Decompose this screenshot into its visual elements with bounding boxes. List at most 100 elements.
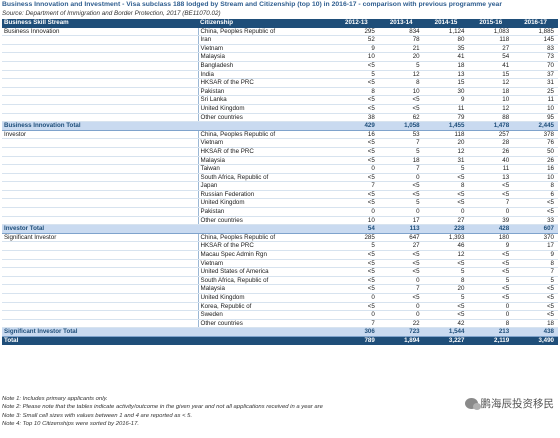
value-cell: <5 [423, 310, 469, 320]
note: Note 1: Includes primary applicants only… [2, 396, 108, 402]
value-cell: 145 [513, 35, 558, 45]
grand-total-value: 3,490 [513, 336, 558, 345]
value-cell: <5 [513, 293, 558, 303]
table-row: Vietnam <5 7 20 28 76 [2, 138, 558, 148]
table-row: South Africa, Republic of <5 0 8 5 5 [2, 276, 558, 286]
table-row: Vietnam <5 <5 <5 <5 8 [2, 259, 558, 269]
total-label: Investor Total [2, 224, 198, 234]
value-cell: 33 [513, 216, 558, 226]
citizenship-cell: China, Peoples Republic of [197, 130, 334, 140]
table-row: Malaysia <5 18 31 40 26 [2, 156, 558, 166]
column-header: 2015-16 [468, 19, 514, 28]
column-header: 2014-15 [423, 19, 469, 28]
value-cell: 88 [468, 113, 514, 123]
value-cell: 35 [423, 44, 469, 54]
value-cell: 8 [513, 259, 558, 269]
citizenship-cell: Other countries [197, 216, 334, 226]
table-row: South Africa, Republic of <5 0 <5 13 10 [2, 173, 558, 183]
value-cell: 9 [468, 241, 514, 252]
value-cell: 5 [378, 61, 424, 71]
column-header: 2012-13 [334, 19, 379, 28]
total-value: 306 [334, 327, 379, 337]
stream-cell [2, 78, 198, 88]
stream-cell [2, 52, 198, 62]
value-cell: 13 [468, 173, 514, 183]
table-row: Investor China, Peoples Republic of 16 53 11… [2, 130, 558, 140]
table-row: HKSAR of the PRC <5 5 12 26 50 [2, 147, 558, 157]
note: Note 4: Top 10 Citizenships were sorted … [2, 421, 139, 428]
value-cell: 27 [423, 216, 469, 226]
citizenship-cell: Malaysia [197, 156, 334, 166]
value-cell: 118 [468, 35, 514, 45]
value-cell: 8 [468, 319, 514, 329]
total-value: 429 [334, 121, 379, 131]
value-cell: <5 [468, 293, 514, 303]
value-cell: 20 [423, 138, 469, 148]
citizenship-cell: HKSAR of the PRC [197, 78, 334, 88]
value-cell: 1,885 [513, 27, 558, 37]
value-cell: 70 [513, 61, 558, 71]
value-cell: 5 [423, 164, 469, 174]
value-cell: 21 [378, 44, 424, 54]
value-cell: 8 [378, 78, 424, 88]
value-cell: 40 [468, 156, 514, 166]
citizenship-cell: Malaysia [197, 52, 334, 62]
value-cell: 5 [378, 198, 424, 209]
stream-cell [2, 173, 198, 183]
total-value: 1,544 [423, 327, 469, 337]
total-value: 54 [334, 224, 379, 234]
stream-cell [2, 164, 198, 174]
value-cell: 1,083 [468, 27, 514, 37]
citizenship-cell: United Kingdom [197, 293, 334, 303]
value-cell: 0 [378, 302, 424, 312]
stream-cell [2, 70, 198, 80]
value-cell: <5 [334, 61, 379, 71]
value-cell: <5 [334, 259, 379, 269]
total-value: 113 [378, 224, 424, 234]
column-header: Business Skill Stream [2, 19, 198, 28]
source-line: Source: Department of Immigration and Bo… [2, 10, 221, 17]
stream-cell [2, 113, 198, 123]
value-cell: 10 [513, 104, 558, 114]
stream-cell [2, 61, 198, 71]
value-cell: 73 [513, 52, 558, 62]
value-cell: <5 [334, 190, 379, 200]
value-cell: 31 [423, 156, 469, 166]
value-cell: 54 [468, 52, 514, 62]
value-cell: <5 [378, 181, 424, 191]
value-cell: 12 [423, 147, 469, 157]
watermark-text: 鹏海辰投资移民 [480, 398, 555, 410]
stream-cell [2, 35, 198, 45]
value-cell: <5 [334, 250, 379, 260]
citizenship-cell: Taiwan [197, 164, 334, 174]
stream-cell [2, 276, 198, 286]
value-cell: 11 [423, 104, 469, 114]
value-cell: 78 [378, 35, 424, 45]
value-cell: 25 [513, 87, 558, 97]
value-cell: 17 [378, 216, 424, 226]
total-label: Significant Investor Total [2, 327, 198, 337]
stream-cell [2, 138, 198, 148]
value-cell: 38 [334, 113, 379, 123]
table-row: United Kingdom 0 <5 5 <5 <5 [2, 293, 558, 303]
note: Note 2: Please note that the tables indi… [2, 404, 323, 411]
grand-total-value: 2,119 [468, 336, 514, 345]
value-cell: 295 [334, 27, 379, 37]
value-cell: 7 [468, 198, 514, 209]
value-cell: 41 [423, 52, 469, 62]
value-cell: 0 [378, 207, 424, 217]
value-cell: 5 [334, 70, 379, 80]
value-cell: <5 [334, 138, 379, 148]
table-row: Significant Investor China, Peoples Repub… [2, 233, 558, 243]
table-row: Taiwan 0 7 5 11 16 [2, 164, 558, 174]
value-cell: <5 [468, 267, 514, 277]
table-row: HKSAR of the PRC 5 27 46 9 17 [2, 241, 558, 252]
value-cell: 5 [513, 276, 558, 286]
value-cell: 18 [423, 61, 469, 71]
watermark: 鹏海辰投资移民 [464, 396, 555, 411]
stream-cell [2, 198, 198, 209]
citizenship-cell: HKSAR of the PRC [197, 241, 334, 252]
value-cell: 46 [423, 241, 469, 252]
stream-label: Investor [2, 130, 198, 140]
value-cell: 10 [334, 52, 379, 62]
